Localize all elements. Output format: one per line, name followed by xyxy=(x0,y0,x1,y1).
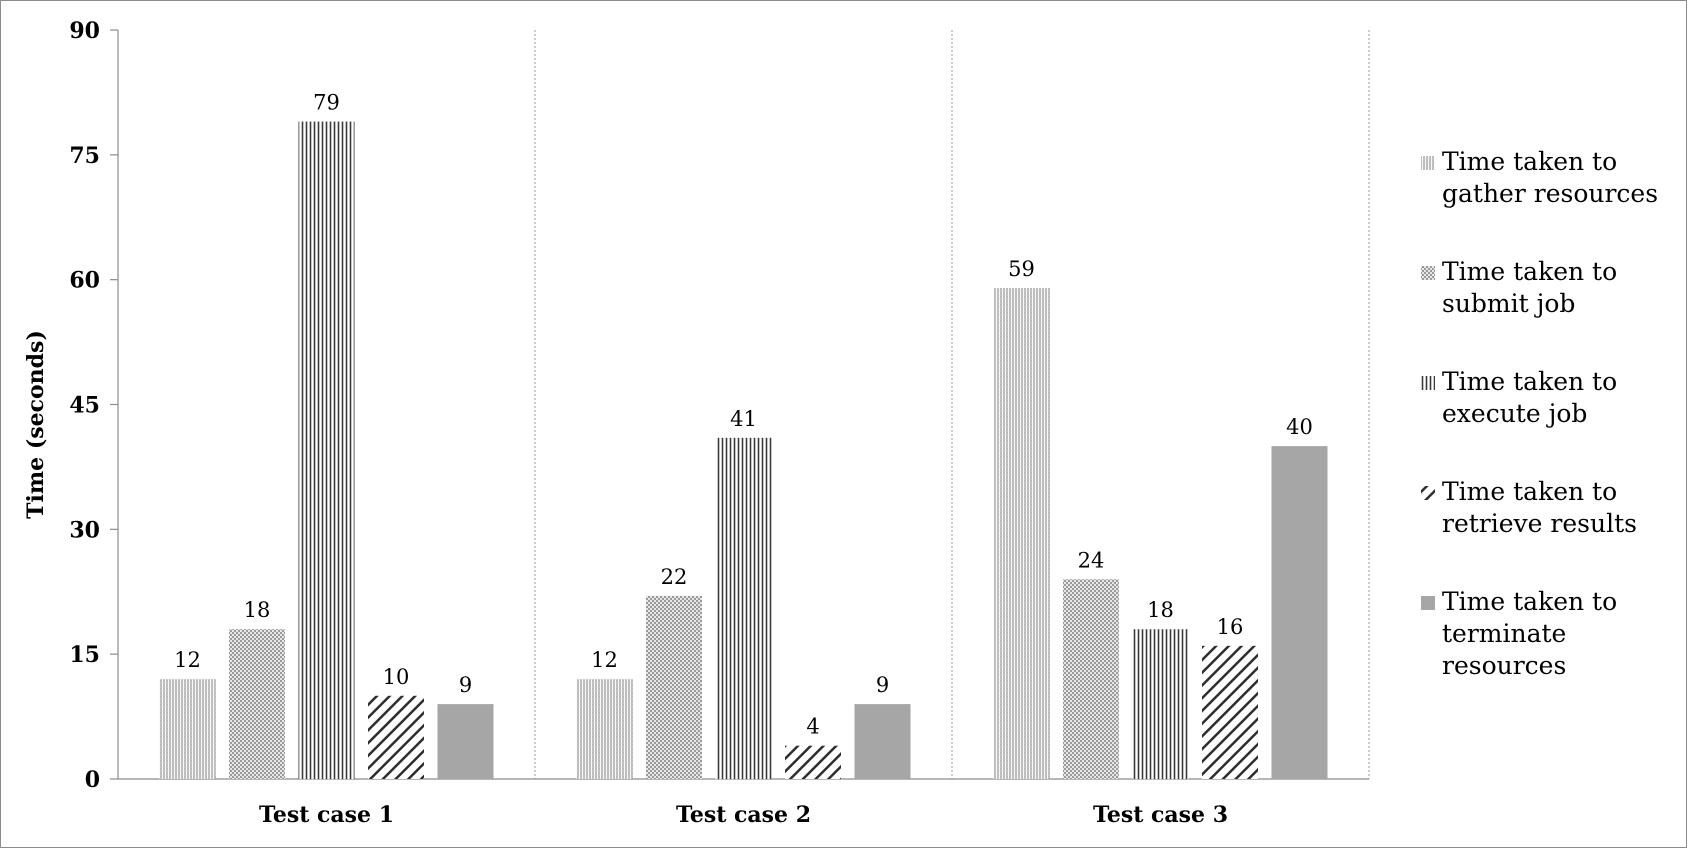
y-axis-title: Time (seconds) xyxy=(23,330,49,519)
legend-item: Time taken to retrieve results xyxy=(1421,477,1637,538)
legend-item: Time taken to gather resources xyxy=(1421,147,1658,208)
bar xyxy=(1202,645,1258,779)
legend-swatch xyxy=(1421,266,1435,280)
legend-swatch xyxy=(1421,376,1435,390)
bar xyxy=(785,745,841,779)
data-label: 12 xyxy=(174,648,201,672)
data-label: 9 xyxy=(459,673,472,697)
data-label: 79 xyxy=(313,91,340,115)
x-axis-categories: Test case 1 Test case 2 Test case 3 xyxy=(259,802,1228,828)
grid-layer xyxy=(534,30,1370,779)
y-tick-label: 75 xyxy=(69,143,100,169)
data-label: 59 xyxy=(1008,257,1035,281)
bar xyxy=(993,287,1050,779)
data-label: 18 xyxy=(244,598,271,622)
data-label: 40 xyxy=(1286,415,1313,439)
legend-swatch xyxy=(1421,156,1435,170)
legend-label: gather resources xyxy=(1442,179,1658,208)
legend-item: Time taken to terminate resources xyxy=(1421,587,1617,680)
bars xyxy=(159,121,1328,780)
legend-label: submit job xyxy=(1442,289,1575,318)
y-axis-ticks: 0 15 30 45 60 75 90 xyxy=(69,18,118,793)
data-labels: 12 12 59 18 22 24 79 41 18 10 4 16 9 9 40 xyxy=(174,91,1313,739)
x-category-label: Test case 3 xyxy=(1093,802,1228,828)
y-tick-label: 60 xyxy=(69,268,100,294)
data-label: 18 xyxy=(1147,598,1174,622)
bar xyxy=(854,704,911,779)
legend-label: Time taken to xyxy=(1442,257,1617,286)
data-label: 9 xyxy=(876,673,889,697)
y-tick-label: 90 xyxy=(69,18,100,44)
legend-item: Time taken to submit job xyxy=(1421,257,1617,318)
legend-label: execute job xyxy=(1442,399,1587,428)
y-tick-label: 15 xyxy=(69,642,100,668)
y-tick-label: 30 xyxy=(69,517,100,543)
legend-label: resources xyxy=(1442,651,1566,680)
y-tick-label: 45 xyxy=(69,393,100,419)
x-category-label: Test case 1 xyxy=(259,802,394,828)
data-label: 10 xyxy=(383,665,410,689)
legend-label: Time taken to xyxy=(1442,147,1617,176)
legend-label: terminate xyxy=(1442,619,1566,648)
bar xyxy=(1063,579,1119,779)
bar xyxy=(576,679,633,779)
bar xyxy=(715,437,772,779)
legend-swatch xyxy=(1421,486,1435,500)
legend-label: Time taken to xyxy=(1442,587,1617,616)
data-label: 4 xyxy=(806,715,819,739)
bar xyxy=(229,629,285,779)
data-label: 24 xyxy=(1078,548,1105,572)
legend-label: Time taken to xyxy=(1442,477,1617,506)
legend-item: Time taken to execute job xyxy=(1421,367,1617,428)
bar xyxy=(1132,629,1189,779)
data-label: 16 xyxy=(1217,615,1244,639)
x-category-label: Test case 2 xyxy=(676,802,811,828)
data-label: 12 xyxy=(591,648,618,672)
legend-label: Time taken to xyxy=(1442,367,1617,396)
data-label: 22 xyxy=(661,565,688,589)
bar xyxy=(1271,446,1328,779)
bar xyxy=(646,595,702,779)
y-tick-label: 0 xyxy=(85,767,100,793)
bar xyxy=(437,704,494,779)
bar xyxy=(368,695,424,779)
bar xyxy=(298,121,355,780)
bar xyxy=(159,679,216,779)
legend-label: retrieve results xyxy=(1442,509,1637,538)
data-label: 41 xyxy=(730,407,757,431)
legend-swatch xyxy=(1421,596,1435,610)
